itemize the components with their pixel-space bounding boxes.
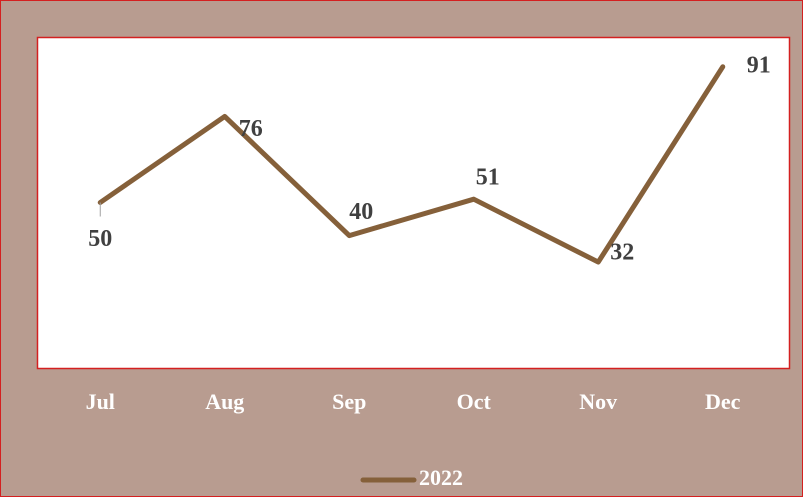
legend-label: 2022 [419,465,463,490]
data-label: 76 [239,116,263,142]
data-label: 40 [349,199,373,225]
x-tick-label: Jul [86,389,115,414]
x-tick-label: Aug [205,389,244,414]
data-label: 51 [476,165,500,191]
data-label: 50 [88,226,112,252]
line-series [97,64,726,265]
x-tick-label: Oct [457,389,492,414]
x-tick-label: Sep [332,389,366,414]
x-tick-label: Nov [579,389,617,414]
data-label: 91 [747,52,771,78]
x-tick-label: Dec [705,389,741,414]
data-label: 32 [610,240,634,266]
plot-area [36,36,791,370]
